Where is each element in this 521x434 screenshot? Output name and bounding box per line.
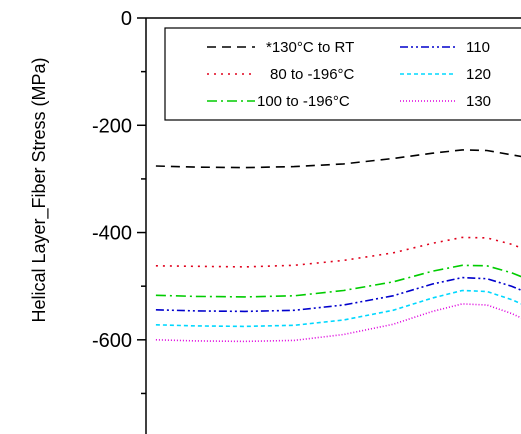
legend-label-2: 80 to -196°C	[270, 66, 355, 83]
legend-label-6: 130	[466, 93, 491, 110]
legend-box	[164, 27, 521, 121]
y-tick-label: -400	[92, 223, 132, 245]
plot-area	[155, 149, 521, 343]
series-line-2	[155, 236, 521, 268]
y-tick-label: -600	[92, 330, 132, 352]
series-line-3	[155, 264, 521, 298]
legend-label-5: 120	[466, 66, 491, 83]
legend-label-3: 100 to -196°C	[257, 93, 350, 110]
series-line-1	[155, 149, 521, 169]
axes: 0 -200 -400 -600	[92, 8, 521, 434]
series-line-5	[155, 289, 521, 328]
y-axis-title: Helical Layer_Fiber Stress (MPa)	[29, 57, 50, 322]
y-tick-label: -200	[92, 115, 132, 137]
legend-label-4: 110	[466, 39, 490, 56]
series-line-4	[155, 276, 521, 313]
legend-label-1: *130°C to RT	[266, 39, 354, 56]
y-tick-label: 0	[121, 8, 132, 30]
series-line-6	[155, 303, 521, 343]
legend: *130°C to RT 80 to -196°C 100 to -196°C 110…	[164, 27, 521, 121]
